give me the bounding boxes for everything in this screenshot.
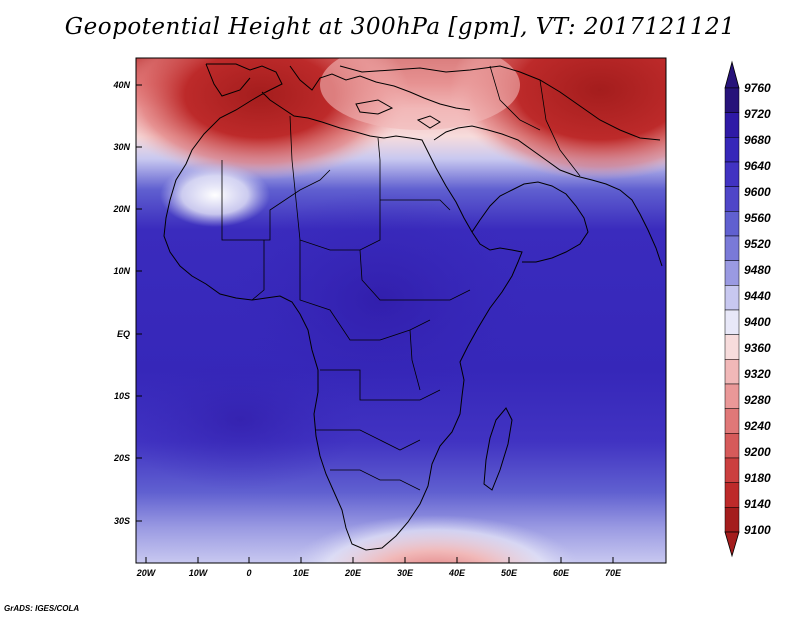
lat-label-30n: 30N [113, 142, 130, 152]
height-field [136, 58, 666, 563]
colorbar-label: 9200 [744, 445, 771, 459]
colorbar-swatch [724, 285, 740, 311]
lon-label-20e: 20E [344, 568, 362, 578]
colorbar-swatch [724, 211, 740, 237]
lat-label-30s: 30S [114, 516, 130, 526]
colorbar-label: 9640 [744, 159, 771, 173]
colorbar-swatch [724, 161, 740, 187]
colorbar-swatch [724, 87, 740, 113]
lat-label-20s: 20S [113, 453, 130, 463]
colorbar-label: 9100 [744, 523, 771, 537]
colorbar-swatch [724, 137, 740, 163]
colorbar-top-arrow [724, 60, 740, 89]
colorbar-label: 9520 [744, 237, 771, 251]
grads-credit: GrADS: IGES/COLA [4, 604, 80, 613]
colorbar-label: 9140 [744, 497, 771, 511]
lat-label-10s: 10S [114, 391, 130, 401]
lon-label-60e: 60E [553, 568, 570, 578]
colorbar-swatch [724, 482, 740, 508]
colorbar-swatch [724, 260, 740, 286]
country-borders [221, 65, 581, 491]
colorbar: 9760 9720 9680 9640 9600 9560 9520 9480 … [724, 60, 771, 558]
map-title: Geopotential Height at 300hPa [gpm], VT:… [64, 14, 736, 40]
colorbar-swatch [724, 359, 740, 385]
lat-label-eq: EQ [117, 329, 130, 339]
colorbar-swatch [724, 186, 740, 212]
axis-ticks [136, 84, 614, 563]
lon-label-10e: 10E [293, 568, 310, 578]
colorbar-label: 9180 [744, 471, 771, 485]
lon-label-30e: 30E [397, 568, 414, 578]
colorbar-label: 9600 [744, 185, 771, 199]
colorbar-swatch [724, 433, 740, 459]
colorbar-label: 9400 [744, 315, 771, 329]
colorbar-swatch [724, 507, 740, 533]
lon-label-20w: 20W [136, 568, 157, 578]
colorbar-label: 9360 [744, 341, 771, 355]
lon-label-70e: 70E [605, 568, 622, 578]
map-frame [135, 57, 667, 564]
colorbar-swatch [724, 408, 740, 434]
colorbar-bottom-arrow [724, 531, 740, 558]
colorbar-label: 9560 [744, 211, 771, 225]
colorbar-label: 9720 [744, 107, 771, 121]
coastlines [163, 63, 663, 551]
colorbar-label: 9480 [744, 263, 771, 277]
lat-label-10n: 10N [113, 266, 130, 276]
colorbar-label: 9240 [744, 419, 771, 433]
colorbar-swatch [724, 235, 740, 261]
lon-label-10w: 10W [189, 568, 209, 578]
colorbar-label: 9440 [744, 289, 771, 303]
lon-label-40e: 40E [448, 568, 466, 578]
lon-label-0: 0 [246, 568, 251, 578]
colorbar-label: 9760 [744, 81, 771, 95]
colorbar-swatch [724, 383, 740, 409]
lat-label-20n: 20N [112, 204, 130, 214]
colorbar-swatch [724, 309, 740, 335]
colorbar-swatch [724, 112, 740, 138]
colorbar-label: 9680 [744, 133, 771, 147]
colorbar-label: 9280 [744, 393, 771, 407]
colorbar-label: 9320 [744, 367, 771, 381]
colorbar-swatch [724, 457, 740, 483]
lon-label-50e: 50E [501, 568, 518, 578]
colorbar-swatch [724, 334, 740, 360]
lat-label-40n: 40N [112, 80, 130, 90]
